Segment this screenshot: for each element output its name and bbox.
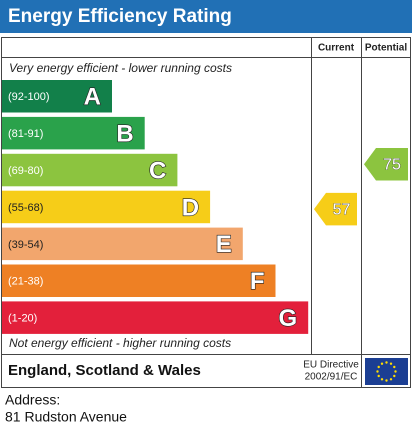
star xyxy=(393,365,396,369)
rating-value: 57 xyxy=(333,201,351,218)
band-range: (39-54) xyxy=(8,239,43,251)
band-letter: A xyxy=(84,84,101,111)
band-letter: E xyxy=(216,231,232,258)
frame xyxy=(1,37,411,388)
address-line: 81 Rudston Avenue xyxy=(5,409,127,425)
address-label: Address: xyxy=(5,392,60,408)
band-letter: G xyxy=(279,305,298,332)
band xyxy=(2,80,112,113)
rating-value: 75 xyxy=(383,156,401,173)
title: Energy Efficiency Rating xyxy=(8,6,232,27)
star xyxy=(385,361,388,364)
title-bar xyxy=(0,0,412,33)
band xyxy=(2,301,309,334)
band xyxy=(2,227,243,261)
band-letter: B xyxy=(116,120,133,147)
star xyxy=(385,379,388,382)
band-range: (1-20) xyxy=(8,313,37,325)
star xyxy=(380,378,384,381)
directive: EU Directive xyxy=(303,360,359,371)
star xyxy=(393,374,396,378)
band xyxy=(2,116,145,150)
rating-arrow xyxy=(314,192,357,226)
band xyxy=(2,264,276,297)
band-range: (81-91) xyxy=(8,128,43,140)
band-letter: C xyxy=(149,157,166,184)
band-range: (92-100) xyxy=(8,91,50,103)
band-letter: D xyxy=(182,194,199,221)
star xyxy=(377,365,380,369)
star xyxy=(389,378,393,381)
column-header: Potential xyxy=(365,43,407,54)
directive: 2002/91/EC xyxy=(305,372,358,383)
band-letter: F xyxy=(250,268,265,295)
region: England, Scotland & Wales xyxy=(8,362,201,379)
band-range: (21-38) xyxy=(8,276,43,288)
band-range: (55-68) xyxy=(8,202,43,214)
eu-flag xyxy=(365,358,408,385)
star xyxy=(376,370,379,373)
star xyxy=(377,374,380,378)
band xyxy=(2,190,211,224)
band-range: (69-80) xyxy=(8,165,43,177)
bottom-note: Not energy efficient - higher running co… xyxy=(9,336,231,350)
column-header: Current xyxy=(318,43,355,54)
star xyxy=(380,362,384,365)
rating-arrow xyxy=(364,148,408,181)
band xyxy=(2,153,178,187)
top-note: Very energy efficient - lower running co… xyxy=(9,61,232,75)
star xyxy=(389,362,393,365)
star xyxy=(394,370,397,373)
